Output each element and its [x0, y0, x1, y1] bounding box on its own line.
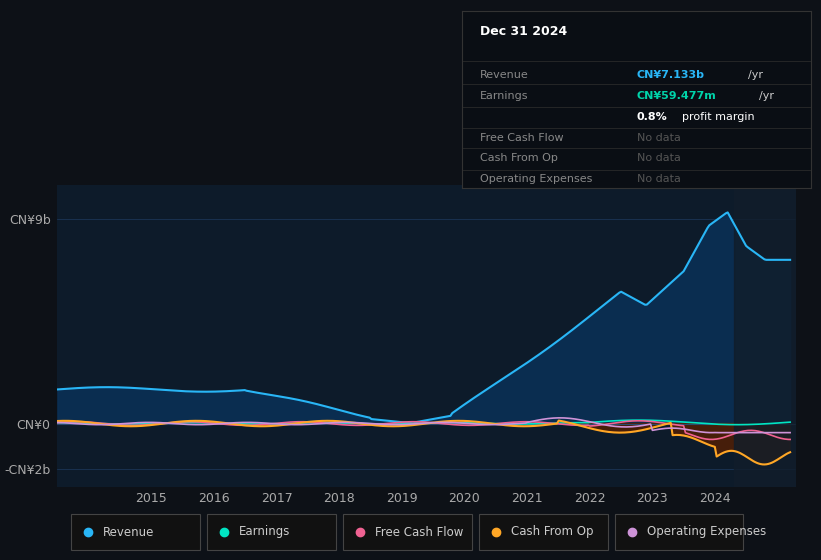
Text: Dec 31 2024: Dec 31 2024 [479, 25, 567, 38]
Text: CN¥7.133b: CN¥7.133b [637, 69, 704, 80]
Text: /yr: /yr [759, 91, 774, 101]
Text: 0.8%: 0.8% [637, 112, 667, 122]
Text: No data: No data [637, 174, 681, 184]
Text: No data: No data [637, 153, 681, 162]
Text: Free Cash Flow: Free Cash Flow [479, 133, 563, 143]
Bar [734, 185, 796, 487]
Text: Earnings: Earnings [479, 91, 528, 101]
Text: Earnings: Earnings [239, 525, 291, 539]
Text: Cash From Op: Cash From Op [479, 153, 557, 162]
Text: Free Cash Flow: Free Cash Flow [375, 525, 463, 539]
Text: No data: No data [637, 133, 681, 143]
Text: profit margin: profit margin [682, 112, 754, 122]
Text: Operating Expenses: Operating Expenses [479, 174, 592, 184]
Text: Revenue: Revenue [103, 525, 154, 539]
Text: Revenue: Revenue [479, 69, 529, 80]
Text: CN¥59.477m: CN¥59.477m [637, 91, 717, 101]
Text: /yr: /yr [749, 69, 764, 80]
Text: Cash From Op: Cash From Op [511, 525, 594, 539]
Text: Operating Expenses: Operating Expenses [647, 525, 766, 539]
